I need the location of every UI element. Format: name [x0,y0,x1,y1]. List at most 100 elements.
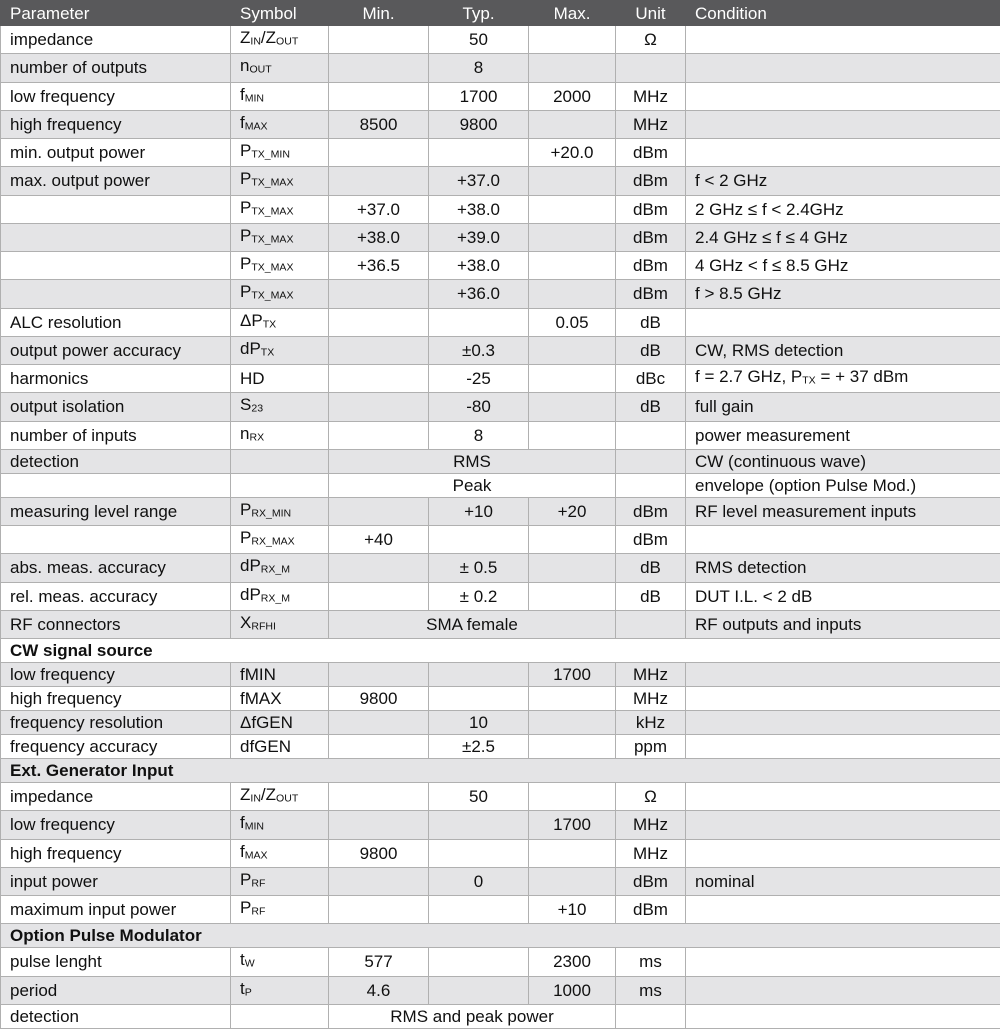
param-cell: abs. meas. accuracy [1,554,231,582]
param-cell: input power [1,867,231,895]
unit-cell: dB [616,336,686,364]
symbol-cell: tP [231,976,329,1004]
condition-cell [686,896,1000,924]
param-cell: low frequency [1,663,231,687]
condition-cell [686,526,1000,554]
typ-cell: +39.0 [429,223,529,251]
min-cell: +36.5 [329,252,429,280]
max-cell [529,687,616,711]
param-cell: pulse lenght [1,948,231,976]
condition-cell: f = 2.7 GHz, PTX = + 37 dBm [686,365,1000,393]
condition-cell: full gain [686,393,1000,421]
min-cell: +40 [329,526,429,554]
unit-cell: MHz [616,811,686,839]
unit-cell: dBm [616,223,686,251]
min-cell [329,811,429,839]
typ-cell [429,811,529,839]
typ-cell: +38.0 [429,195,529,223]
max-cell [529,711,616,735]
subscript: MIN [245,92,264,104]
condition-cell: 2.4 GHz ≤ f ≤ 4 GHz [686,223,1000,251]
min-cell [329,497,429,525]
max-cell: 1000 [529,976,616,1004]
max-cell: 2000 [529,82,616,110]
symbol-cell: fMIN [231,663,329,687]
unit-cell [616,1004,686,1028]
symbol-cell: ZIN/ZOUT [231,783,329,811]
typ-cell: ±0.3 [429,336,529,364]
unit-cell [616,421,686,449]
symbol-cell: HD [231,365,329,393]
unit-cell: dB [616,554,686,582]
max-cell [529,167,616,195]
subscript: TX [263,318,276,330]
symbol-cell: fMAX [231,110,329,138]
symbol-cell: tW [231,948,329,976]
param-cell: output isolation [1,393,231,421]
min-cell [329,582,429,610]
condition-cell: power measurement [686,421,1000,449]
section-header-row: CW signal source [1,639,1000,663]
condition-cell [686,735,1000,759]
section-header-row: Ext. Generator Input [1,759,1000,783]
max-cell: 1700 [529,811,616,839]
min-cell [329,735,429,759]
condition-cell: f > 8.5 GHz [686,280,1000,308]
subscript: IN [250,35,261,47]
column-header-typ: Typ. [429,1,529,26]
condition-cell [686,948,1000,976]
symbol-cell: dPRX_M [231,554,329,582]
column-header-param: Parameter [1,1,231,26]
condition-cell [686,687,1000,711]
max-cell [529,735,616,759]
typ-cell: +37.0 [429,167,529,195]
section-title: Ext. Generator Input [1,759,1000,783]
subscript: RX [249,431,264,443]
param-cell: detection [1,449,231,473]
unit-cell: dB [616,582,686,610]
min-cell [329,421,429,449]
min-cell [329,896,429,924]
unit-cell: kHz [616,711,686,735]
max-cell [529,252,616,280]
unit-cell: ms [616,948,686,976]
subscript: OUT [276,35,298,47]
typ-cell: 50 [429,26,529,54]
column-header-max: Max. [529,1,616,26]
condition-cell [686,976,1000,1004]
param-cell: number of outputs [1,54,231,82]
merged-value-cell: SMA female [329,610,616,638]
min-cell [329,26,429,54]
max-cell [529,336,616,364]
min-cell [329,711,429,735]
symbol-cell [231,473,329,497]
symbol-cell: PRX_MIN [231,497,329,525]
min-cell [329,365,429,393]
symbol-cell: PRF [231,896,329,924]
min-cell [329,783,429,811]
symbol-cell: PTX_MAX [231,223,329,251]
symbol-cell: fMAX [231,687,329,711]
symbol-cell: fMIN [231,811,329,839]
param-cell: rel. meas. accuracy [1,582,231,610]
param-cell: ALC resolution [1,308,231,336]
typ-cell: +36.0 [429,280,529,308]
symbol-cell: fMIN [231,82,329,110]
typ-cell [429,308,529,336]
subscript: TX_MIN [251,148,290,160]
max-cell: 0.05 [529,308,616,336]
typ-cell: 9800 [429,110,529,138]
